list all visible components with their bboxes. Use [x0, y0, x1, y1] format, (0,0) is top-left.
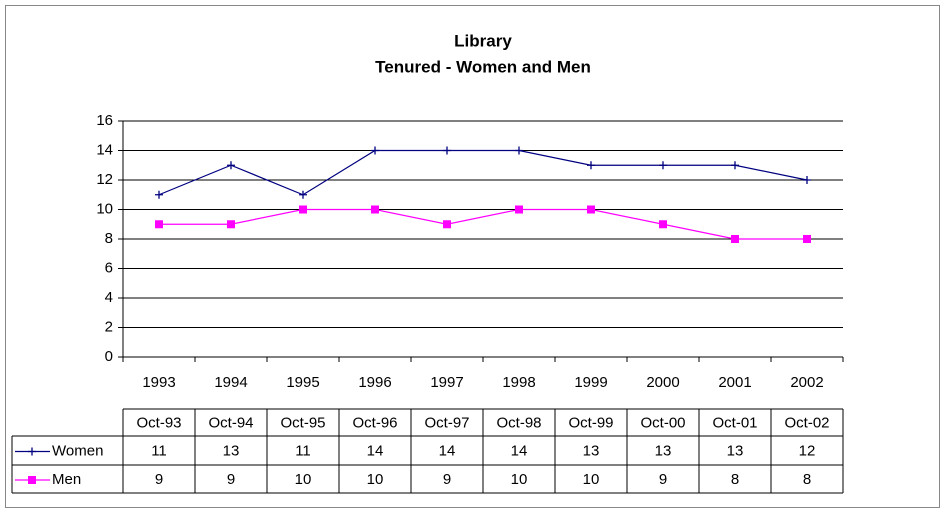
table-value: 13: [583, 442, 600, 459]
table-header: Oct-93: [136, 414, 181, 431]
marker: [443, 146, 451, 155]
marker: [443, 220, 451, 229]
y-tick-label: 12: [96, 171, 113, 188]
legend-marker: [28, 447, 36, 456]
table-value: 8: [731, 471, 739, 488]
x-tick-label: 1999: [574, 374, 607, 391]
x-tick-label: 2000: [646, 374, 679, 391]
x-tick-label: 1995: [286, 374, 319, 391]
table-header: Oct-95: [280, 414, 325, 431]
series-line: [158, 149, 808, 196]
table-header: Oct-96: [352, 414, 397, 431]
x-tick-label: 1996: [358, 374, 391, 391]
table-value: 10: [511, 471, 528, 488]
chart-title: Library: [454, 31, 512, 50]
table-value: 13: [727, 442, 744, 459]
marker: [587, 161, 595, 170]
marker: [803, 176, 811, 184]
y-tick-label: 4: [105, 289, 113, 306]
table-value: 11: [151, 442, 167, 459]
x-tick-label: 2002: [790, 374, 823, 391]
chart-frame: [5, 5, 940, 508]
marker: [659, 220, 667, 229]
table-value: 9: [443, 471, 451, 488]
table-value: 8: [803, 471, 811, 488]
table-value: 13: [655, 442, 672, 459]
y-tick-label: 8: [105, 230, 113, 247]
table-value: 14: [367, 442, 384, 459]
marker: [227, 220, 235, 229]
marker: [299, 205, 307, 214]
x-tick-label: 1998: [502, 374, 535, 391]
marker: [659, 161, 667, 170]
table-header: Oct-97: [424, 414, 469, 431]
table-value: 10: [367, 471, 384, 488]
legend-label: Women: [52, 442, 103, 459]
marker: [587, 205, 595, 214]
marker: [731, 235, 739, 243]
legend-label: Men: [52, 471, 81, 488]
table-value: 9: [155, 471, 163, 488]
y-tick-label: 10: [96, 200, 113, 217]
marker: [155, 220, 163, 229]
chart-subtitle: Tenured - Women and Men: [375, 57, 591, 76]
table-header: Oct-00: [640, 414, 685, 431]
table-header: Oct-02: [784, 414, 829, 431]
marker: [371, 205, 379, 214]
table-header: Oct-94: [208, 414, 253, 431]
table-value: 9: [227, 471, 235, 488]
table-header: Oct-98: [496, 414, 541, 431]
x-tick-label: 1997: [430, 374, 463, 391]
table-value: 9: [659, 471, 667, 488]
table-value: 10: [583, 471, 600, 488]
series-line: [159, 208, 807, 240]
table-header: Oct-99: [568, 414, 613, 431]
y-tick-label: 14: [96, 141, 113, 158]
x-tick-label: 2001: [718, 374, 751, 391]
table-value: 12: [799, 442, 816, 459]
marker: [515, 146, 523, 155]
marker: [803, 235, 811, 243]
table-value: 11: [295, 442, 311, 459]
marker: [227, 161, 235, 170]
marker: [155, 190, 163, 199]
marker: [299, 190, 307, 199]
table-value: 14: [511, 442, 528, 459]
table-header: Oct-01: [712, 414, 757, 431]
marker: [515, 205, 523, 214]
marker: [371, 146, 379, 155]
x-tick-label: 1993: [142, 374, 175, 391]
table-value: 14: [439, 442, 456, 459]
y-tick-label: 16: [96, 112, 113, 129]
legend-marker: [28, 476, 36, 484]
y-tick-label: 0: [105, 348, 113, 365]
y-tick-label: 6: [105, 259, 113, 276]
x-tick-label: 1994: [214, 374, 247, 391]
table-value: 10: [295, 471, 312, 488]
table-value: 13: [223, 442, 240, 459]
marker: [731, 161, 739, 170]
y-tick-label: 2: [105, 318, 113, 335]
